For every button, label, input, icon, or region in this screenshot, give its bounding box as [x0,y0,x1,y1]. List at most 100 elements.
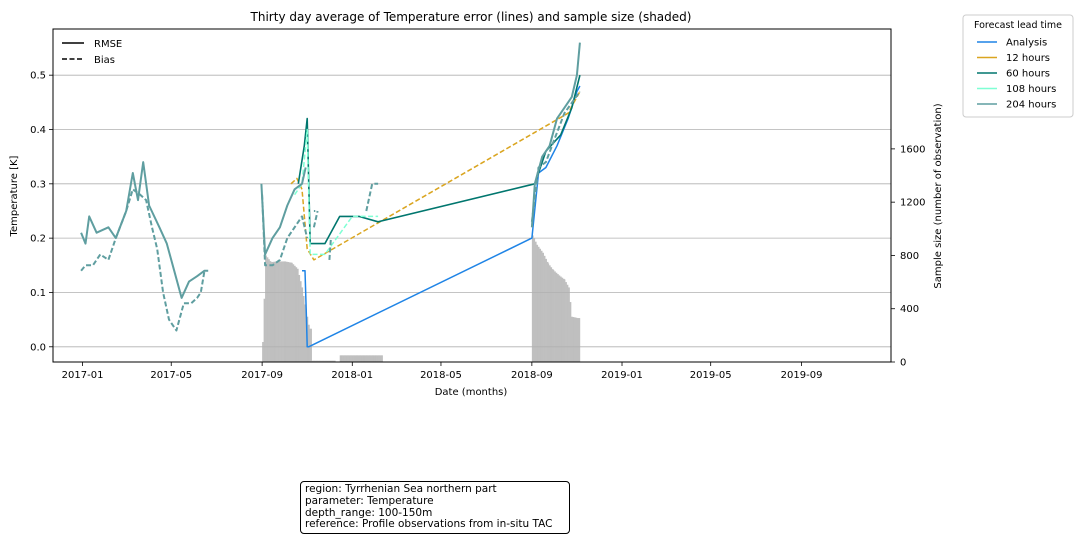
series-line-204-hours-bias [80,90,581,332]
sample-size-bar [572,317,575,362]
sample-size-bar [568,287,570,362]
y-tick-label: 0.5 [30,71,46,82]
sample-size-bar [265,255,267,362]
y-right-tick-label: 0 [900,358,906,369]
sample-size-bar [348,355,351,362]
sample-size-bar [326,360,329,362]
sample-size-bar [566,284,569,362]
sample-size-bar [575,317,578,362]
sample-size-bar [288,262,291,362]
sample-size-bar [262,342,264,362]
series-line-12-hours-bias [290,91,581,261]
sample-size-bar [561,277,564,362]
sample-size-bar [539,248,542,362]
sample-size-bar [329,360,332,362]
sample-size-bar [313,360,315,362]
sample-size-bar [285,261,288,362]
sample-size-bar [558,275,561,362]
sample-size-bar [358,355,361,362]
x-axis: 2017-01 2017-05 2017-09 2018-01 2018-05 2018-… [62,362,823,381]
lead-legend-frame [962,14,1074,118]
sample-size-bars [262,235,581,362]
y-tick-label: 0.4 [30,125,46,136]
y-axis-right-label: Sample size (number of observation) [933,103,944,288]
y-tick-label: 0.3 [30,179,46,190]
sample-size-bar [364,355,367,362]
legend-rmse-label: RMSE [94,39,122,50]
sample-size-bar [330,360,333,362]
sample-size-bar [339,355,342,362]
sample-size-bar [372,355,375,362]
sample-size-bar [381,355,383,362]
lead-legend-label: 60 hours [1006,69,1050,80]
sample-size-bar [355,355,358,362]
lead-legend-label: 12 hours [1006,53,1050,64]
sample-size-bar [282,261,284,362]
chart-title: Thirty day average of Temperature error … [250,10,692,24]
sample-size-bar [311,360,314,362]
series-lines [80,42,581,348]
sample-size-bar [271,261,274,362]
sample-size-bar [351,355,354,362]
sample-size-bar [353,355,355,362]
sample-size-bar [545,258,547,362]
sample-size-bar [531,235,534,362]
sample-size-bar [314,360,317,362]
sample-size-bar [290,262,293,362]
sample-size-bar [333,360,336,362]
x-tick-label: 2019-09 [781,370,823,381]
sample-size-bar [321,360,324,362]
style-legend: RMSE Bias [62,39,122,66]
info-depth-range: depth_range: 100-150m [305,506,433,519]
sample-size-bar [542,252,544,362]
sample-size-bar [350,355,352,362]
sample-size-bar [316,360,318,362]
sample-size-bar [540,250,543,362]
sample-size-bar [280,261,283,362]
x-axis-label: Date (months) [435,387,508,398]
series-line-108-hours-bias [293,128,379,256]
info-reference: reference: Profile observations from in-… [305,518,553,531]
sample-size-bar [273,261,275,362]
sample-size-bar [344,355,346,362]
sample-size-bar [379,355,382,362]
x-tick-label: 2018-09 [511,370,553,381]
sample-size-bar [295,267,298,362]
sample-size-bar [366,355,369,362]
sample-size-bar [342,355,345,362]
lead-legend-label: 108 hours [1006,84,1056,95]
sample-size-bar [578,318,581,362]
sample-size-bar [361,355,364,362]
sample-size-bar [357,355,360,362]
sample-size-bar [536,244,539,362]
sample-size-bar [323,360,326,362]
sample-size-bar [292,264,295,362]
sample-size-bar [277,261,280,362]
sample-size-bar [576,318,579,362]
series-line-204-hours-rmse [80,42,581,299]
sample-size-bar [301,287,304,362]
sample-size-bar [573,317,576,362]
sample-size-bar [360,355,363,362]
lead-time-legend: Forecast lead time Analysis 12 hours 60 ho… [962,14,1074,118]
x-tick-label: 2019-05 [690,370,732,381]
sample-size-bar [563,279,566,362]
legend-bias-label: Bias [94,55,115,66]
sample-size-bar [324,360,327,362]
y-right-tick-label: 1600 [900,144,925,155]
sample-size-bar [268,259,270,362]
lead-legend-label: Analysis [1006,38,1047,49]
sample-size-bar [276,261,278,362]
x-tick-label: 2019-01 [601,370,643,381]
sample-size-bar [543,255,546,362]
sample-size-bar [327,360,330,362]
sample-size-bar [345,355,348,362]
sample-size-bar [304,308,307,362]
sample-size-bar [319,360,321,362]
y-right-tick-label: 400 [900,304,919,315]
sample-size-bar [555,272,558,362]
sample-size-bar [534,241,537,362]
sample-size-bar [308,328,311,362]
sample-size-bar [550,267,553,362]
